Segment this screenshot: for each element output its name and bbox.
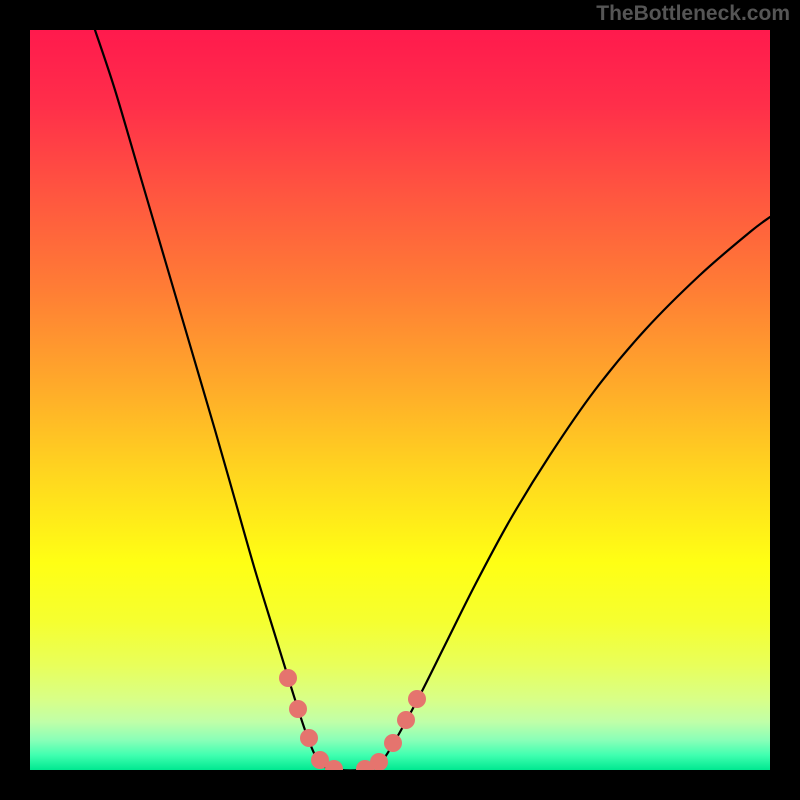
gradient-background	[30, 30, 770, 770]
chart-svg	[30, 30, 770, 770]
chart-container: TheBottleneck.com	[0, 0, 800, 800]
data-marker	[289, 700, 307, 718]
data-marker	[397, 711, 415, 729]
data-marker	[384, 734, 402, 752]
plot-area	[30, 30, 770, 770]
data-marker	[279, 669, 297, 687]
data-marker	[300, 729, 318, 747]
watermark-text: TheBottleneck.com	[596, 2, 790, 26]
data-marker	[408, 690, 426, 708]
